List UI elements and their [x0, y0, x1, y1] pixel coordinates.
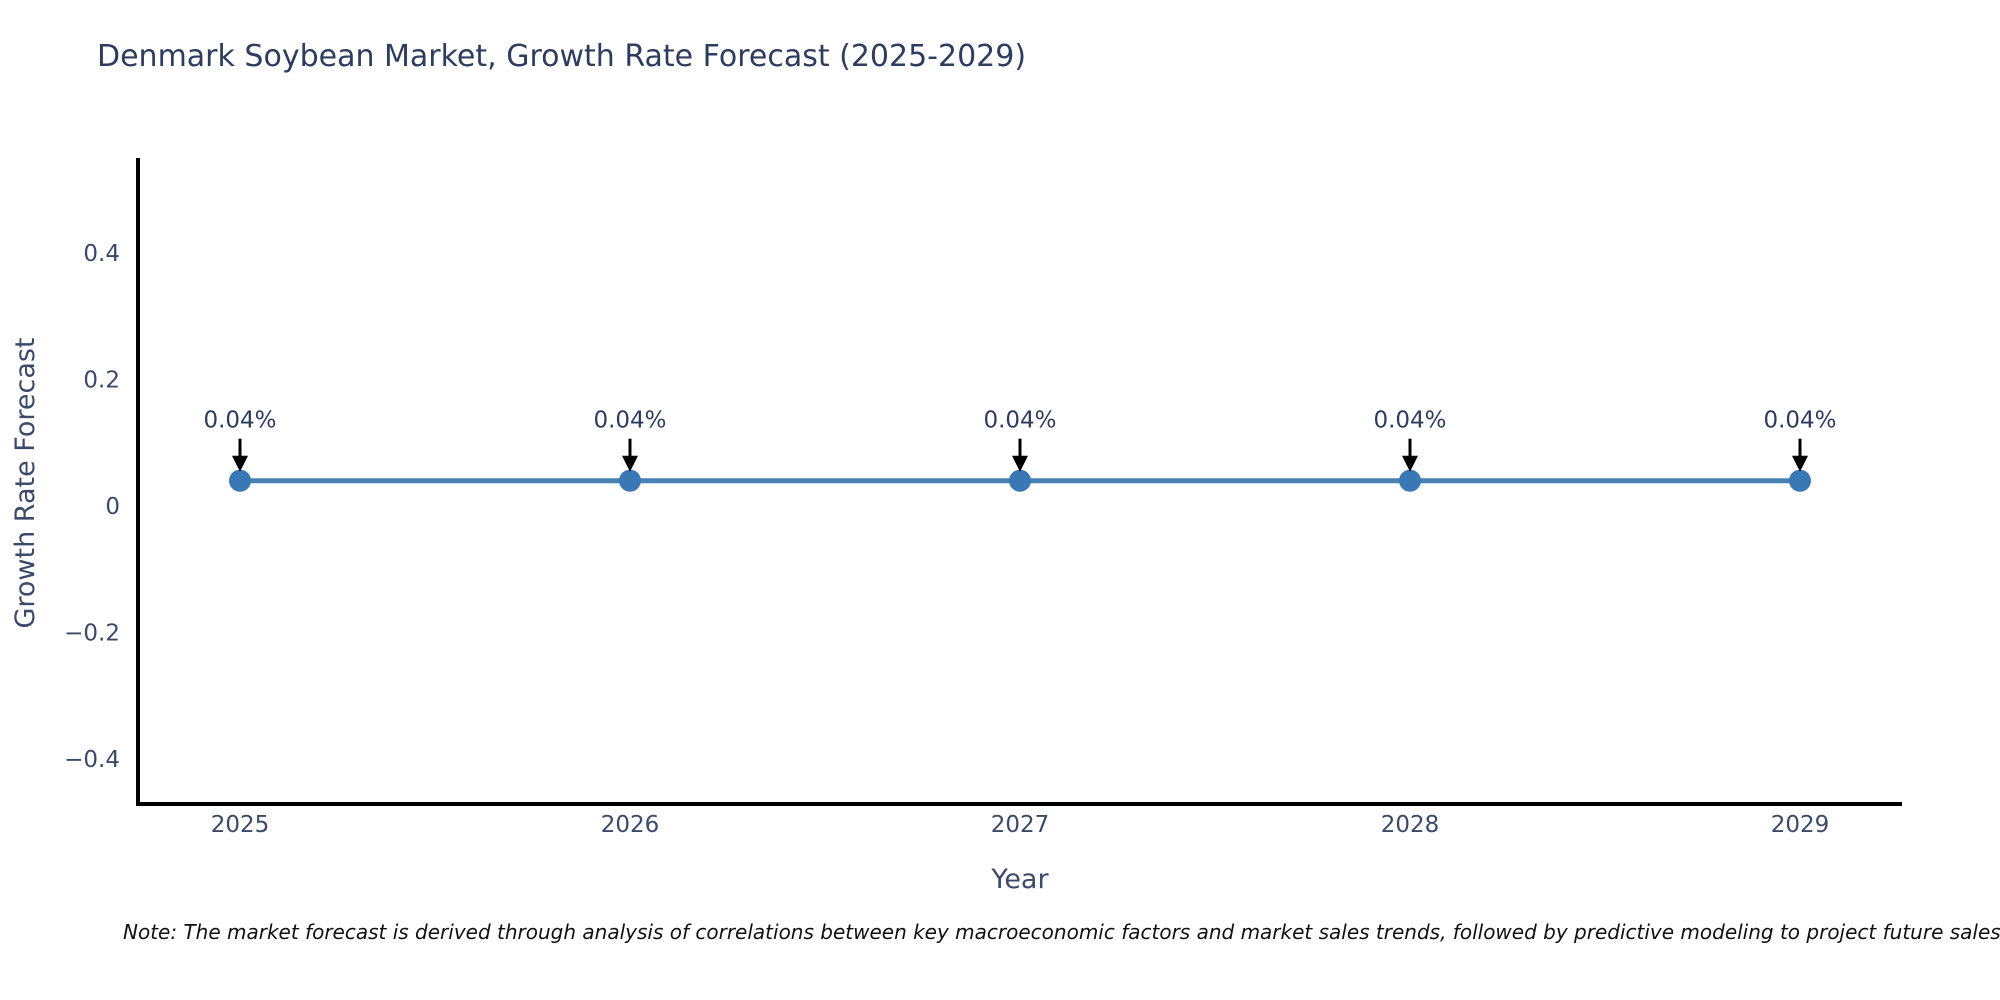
y-tick-label: 0.2	[83, 368, 120, 394]
y-tick-labels: 0.4 0.2 0 −0.2 −0.4	[64, 241, 120, 773]
x-tick-label: 2026	[601, 812, 660, 838]
annotation-arrow-head	[1012, 455, 1028, 472]
annotation-arrow-head	[1792, 455, 1808, 472]
data-point-marker	[1789, 469, 1811, 492]
point-value-label: 0.04%	[983, 408, 1056, 434]
x-tick-label: 2028	[1381, 812, 1440, 838]
data-point-marker	[229, 469, 251, 492]
annotation-arrow-head	[622, 455, 638, 472]
footnote: Note: The market forecast is derived thr…	[123, 920, 2000, 944]
data-point-marker	[1399, 469, 1421, 492]
point-value-label: 0.04%	[203, 408, 276, 434]
line-series	[229, 469, 1811, 492]
point-value-label: 0.04%	[593, 408, 666, 434]
x-tick-label: 2025	[211, 812, 270, 838]
annotation-arrow-head	[1402, 455, 1418, 472]
data-point-marker	[619, 469, 641, 492]
x-tick-label: 2029	[1771, 812, 1830, 838]
y-tick-label: 0	[105, 494, 120, 520]
y-axis-label: Growth Rate Forecast	[10, 337, 41, 628]
y-tick-label: −0.2	[64, 621, 120, 647]
annotation-arrow-head	[232, 455, 248, 472]
data-point-marker	[1009, 469, 1031, 492]
point-value-label: 0.04%	[1763, 408, 1836, 434]
x-axis-label: Year	[990, 864, 1049, 895]
y-tick-label: 0.4	[83, 241, 120, 267]
y-tick-label: −0.4	[64, 747, 120, 773]
x-tick-labels: 2025 2026 2027 2028 2029	[211, 812, 1830, 838]
chart-title: Denmark Soybean Market, Growth Rate Fore…	[97, 39, 1026, 74]
point-value-label: 0.04%	[1373, 408, 1446, 434]
x-tick-label: 2027	[991, 812, 1050, 838]
point-annotations: 0.04% 0.04% 0.04% 0.04% 0.04%	[203, 408, 1837, 472]
